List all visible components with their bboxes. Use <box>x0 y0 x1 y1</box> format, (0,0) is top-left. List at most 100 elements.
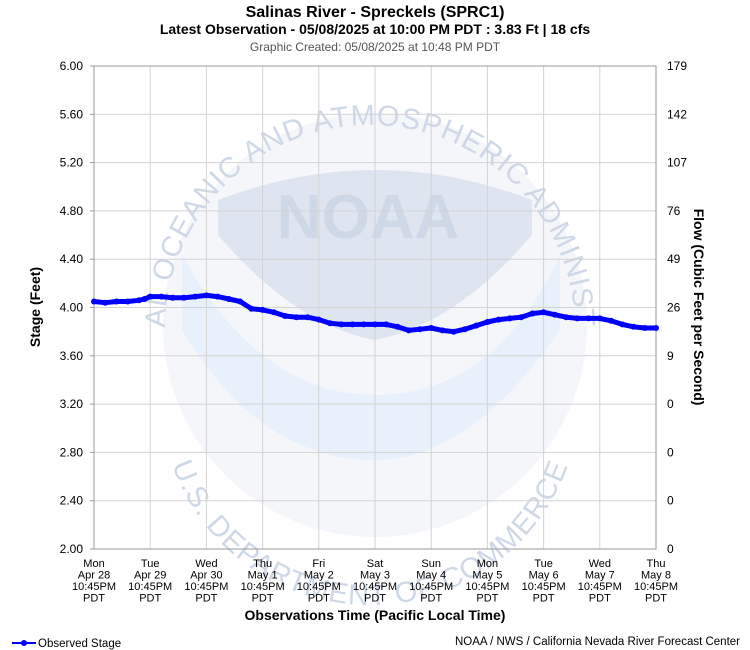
stage-point <box>91 298 97 305</box>
noaa-watermark: NOAA NATIONAL OCEANIC AND ATMOSPHERIC AD… <box>0 0 599 612</box>
stage-point <box>259 306 266 313</box>
legend-marker-swatch <box>21 640 27 646</box>
y-axis-ticks: 6.00 5.60 5.20 4.80 4.40 4.00 3.60 3.20 2.80 2.40… <box>60 59 94 556</box>
stage-point <box>630 323 637 330</box>
stage-point <box>136 297 142 304</box>
stage-point <box>203 292 210 299</box>
y-tick-label: 5.60 <box>60 107 84 121</box>
x-tick-label: Mon Apr 28 10:45PM PDT <box>72 558 116 605</box>
y2-tick-label: 0 <box>667 445 674 459</box>
stage-point <box>293 314 300 321</box>
stage-point <box>405 327 412 334</box>
x-axis-label: Observations Time (Pacific Local Time) <box>245 607 506 623</box>
stage-point <box>102 299 109 306</box>
stage-point <box>282 313 289 319</box>
stage-point <box>461 326 468 333</box>
y-tick-label: 4.40 <box>60 252 84 266</box>
stage-line <box>91 292 659 335</box>
x-tick-label: Thu May 1 10:45PM PDT <box>241 558 285 605</box>
y-tick-label: 2.00 <box>60 542 84 556</box>
x-tick-label: Wed May 7 10:45PM PDT <box>578 558 622 605</box>
stage-point <box>124 298 131 305</box>
noaa-logo-text: NOAA <box>277 183 460 252</box>
stage-point <box>315 316 322 323</box>
stage-point <box>394 323 401 330</box>
y2-tick-label: 179 <box>667 59 687 73</box>
stage-point <box>484 319 491 325</box>
y-tick-label: 4.00 <box>60 301 84 315</box>
stage-point <box>450 328 457 335</box>
stage-point <box>529 310 536 317</box>
stage-point <box>192 293 199 300</box>
stage-point <box>158 293 165 300</box>
y2-tick-label: 76 <box>667 204 681 218</box>
stage-point <box>495 316 502 323</box>
stage-point <box>473 322 480 329</box>
stage-point <box>439 327 446 334</box>
stage-point <box>360 321 367 328</box>
stage-point <box>596 315 603 322</box>
stage-point <box>169 294 176 301</box>
y-tick-label: 5.20 <box>60 156 84 170</box>
stage-point <box>653 325 659 331</box>
stage-point <box>113 298 120 305</box>
stage-point <box>349 321 356 328</box>
stage-point <box>506 315 513 322</box>
y-axis-label: Stage (Feet) <box>27 267 43 347</box>
y-tick-label: 4.80 <box>60 204 84 218</box>
stage-point <box>180 294 187 301</box>
stage-point <box>383 321 390 328</box>
y2-axis-ticks: 179 142 107 76 49 26 9 0 0 0 0 <box>667 59 687 556</box>
stage-point <box>225 296 232 302</box>
y2-tick-label: 9 <box>667 349 674 363</box>
y2-tick-label: 49 <box>667 252 681 266</box>
graphic-created-text: Graphic Created: 05/08/2025 at 10:48 PM … <box>250 40 501 54</box>
stage-point <box>540 309 547 316</box>
x-tick-label: Tue May 6 10:45PM PDT <box>522 558 566 605</box>
stage-point <box>147 293 154 300</box>
x-tick-label: Mon May 5 10:45PM PDT <box>465 558 509 605</box>
stage-point <box>551 311 558 318</box>
stage-point <box>563 314 570 321</box>
stage-point <box>518 314 525 321</box>
stage-point <box>574 315 581 322</box>
x-tick-label: Fri May 2 10:45PM PDT <box>297 558 341 605</box>
series-observed-stage <box>91 292 659 335</box>
stage-point <box>428 325 435 331</box>
stage-point <box>608 317 614 324</box>
y-tick-label: 3.60 <box>60 349 84 363</box>
x-tick-label: Thu May 8 10:45PM PDT <box>634 558 678 605</box>
stage-point <box>141 296 148 302</box>
y2-tick-label: 0 <box>667 494 674 508</box>
x-tick-label: Wed Apr 30 10:45PM PDT <box>184 558 228 605</box>
x-tick-label: Sun May 4 10:45PM PDT <box>409 558 453 605</box>
stage-point <box>327 320 333 327</box>
x-tick-label: Tue Apr 29 10:45PM PDT <box>128 558 172 605</box>
stage-point <box>641 325 648 331</box>
credit-text: NOAA / NWS / California Nevada River For… <box>455 636 740 648</box>
x-axis-ticks: Mon Apr 28 10:45PM PDT Tue Apr 29 10:45PM PDT We… <box>72 558 678 605</box>
y-tick-label: 2.40 <box>60 494 84 508</box>
legend: Observed Stage <box>12 638 121 650</box>
chart-title: Salinas River - Spreckels (SPRC1) <box>246 4 505 21</box>
stage-point <box>270 309 277 316</box>
y2-tick-label: 0 <box>667 397 674 411</box>
y2-tick-label: 107 <box>667 156 687 170</box>
y2-tick-label: 0 <box>667 542 674 556</box>
stage-point <box>417 326 423 333</box>
y2-axis-label: Flow (Cubic Feet per Second) <box>691 209 707 406</box>
stage-point <box>214 293 221 300</box>
stage-point <box>619 321 626 328</box>
x-tick-label: Sat May 3 10:45PM PDT <box>353 558 397 605</box>
stage-point <box>237 298 244 305</box>
legend-label: Observed Stage <box>38 638 121 650</box>
y-tick-label: 2.80 <box>60 445 84 459</box>
y2-tick-label: 26 <box>667 301 681 315</box>
stage-point <box>372 321 378 328</box>
stage-point <box>585 315 592 322</box>
y-tick-label: 6.00 <box>60 59 84 73</box>
stage-point <box>248 305 255 312</box>
y-tick-label: 3.20 <box>60 397 84 411</box>
stage-point <box>338 321 345 328</box>
